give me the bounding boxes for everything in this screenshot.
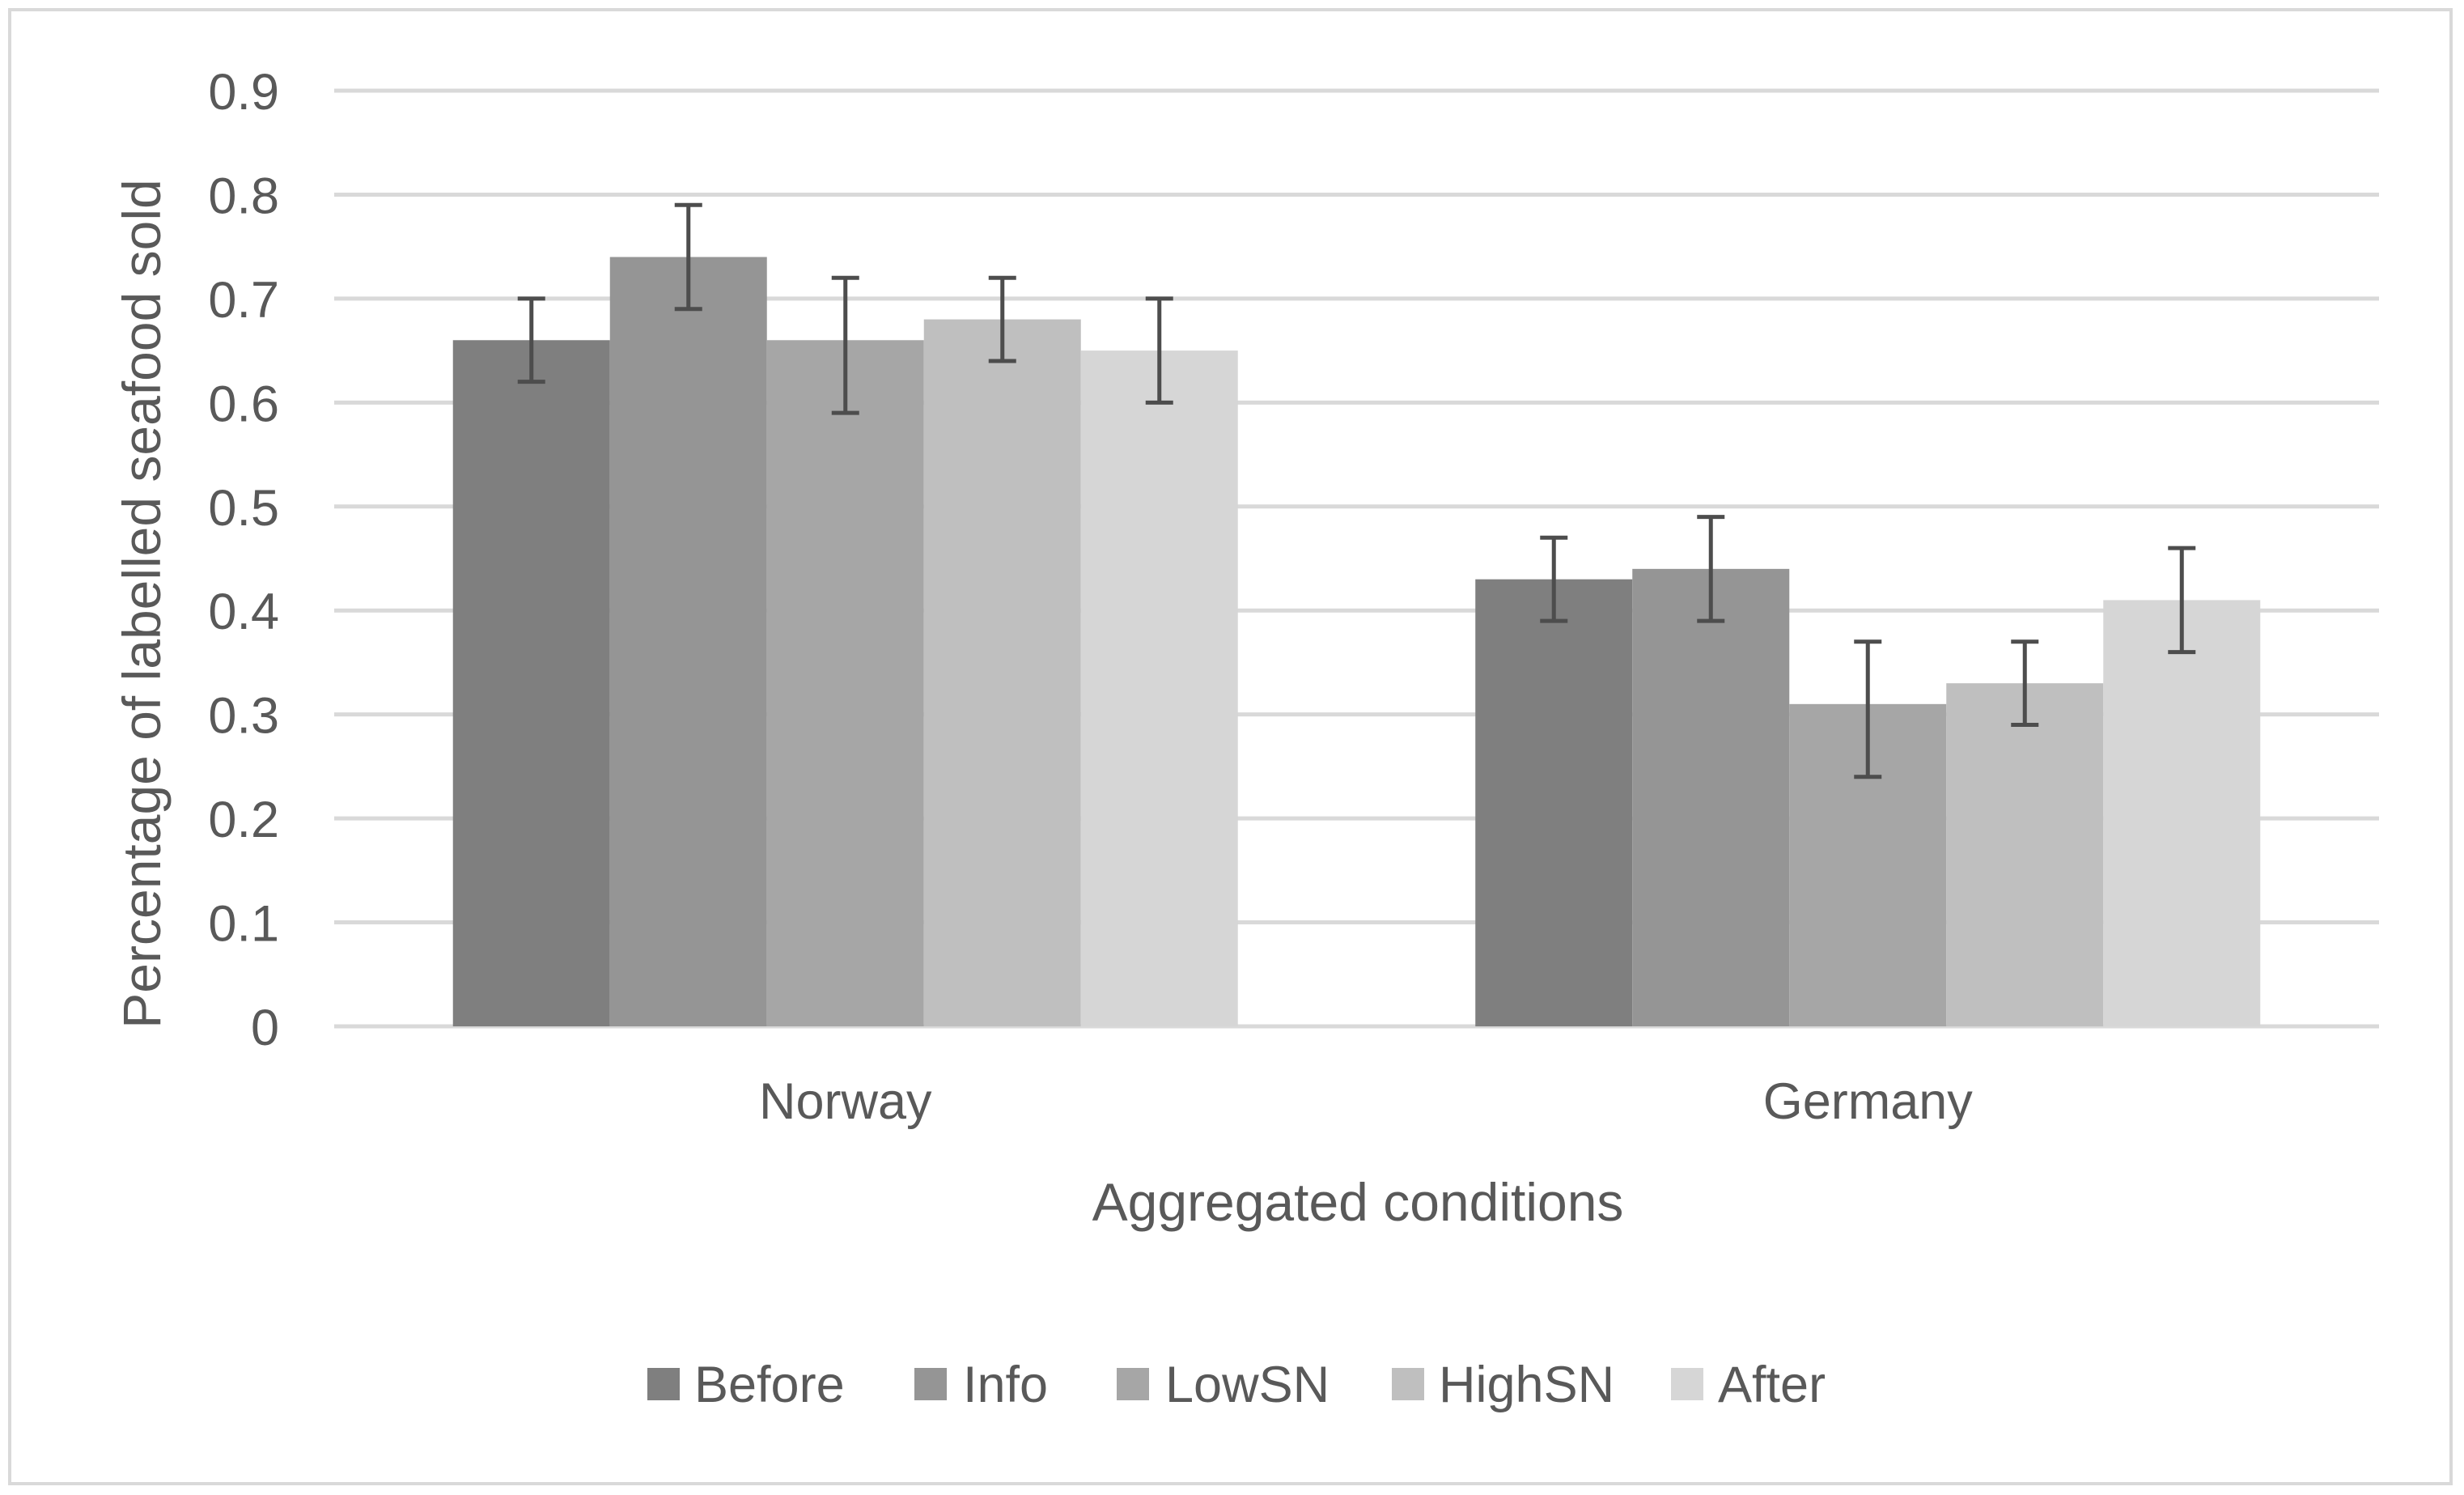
x-axis-categories: Norway Germany xyxy=(759,1073,1973,1130)
legend-label: Info xyxy=(963,1357,1048,1413)
y-tick-label: 0.7 xyxy=(208,272,279,329)
y-axis-title: Percentage of labelled seafood sold xyxy=(112,179,172,1028)
error-bar-info-norway xyxy=(674,202,702,312)
y-tick-label: 0.3 xyxy=(208,688,279,745)
error-bar-highsn-norway xyxy=(988,275,1016,363)
legend-swatch xyxy=(1671,1368,1703,1400)
bar-before-germany xyxy=(1475,579,1633,1026)
legend-item-highsn: HighSN xyxy=(1392,1357,1614,1413)
y-tick-label: 0.8 xyxy=(208,168,279,224)
bar-lowsn-norway xyxy=(766,340,924,1026)
x-axis-title: Aggregated conditions xyxy=(1092,1172,1624,1232)
bar-after-germany xyxy=(2103,600,2261,1026)
legend-swatch xyxy=(647,1368,680,1400)
bar-info-norway xyxy=(609,257,767,1026)
y-tick-label: 0.2 xyxy=(208,792,279,848)
y-axis-ticks: 0 0.1 0.2 0.3 0.4 0.5 0.6 0.7 0.8 0.9 xyxy=(208,64,279,1056)
y-tick-label: 0.1 xyxy=(208,896,279,953)
error-bar-before-germany xyxy=(1540,535,1568,623)
error-bar-lowsn-germany xyxy=(1854,639,1882,779)
y-tick-label: 0.9 xyxy=(208,64,279,121)
error-bars xyxy=(517,202,2196,779)
legend-swatch xyxy=(1117,1368,1149,1400)
legend-item-after: After xyxy=(1671,1357,1826,1413)
error-bar-lowsn-norway xyxy=(831,275,859,415)
legend-item-lowsn: LowSN xyxy=(1117,1357,1330,1413)
x-category-label: Germany xyxy=(1763,1073,1974,1130)
error-bar-after-norway xyxy=(1145,296,1173,405)
legend-label: HighSN xyxy=(1439,1357,1614,1413)
bar-before-norway xyxy=(452,340,610,1026)
bar-after-norway xyxy=(1080,350,1238,1027)
legend-swatch xyxy=(914,1368,947,1400)
legend-item-info: Info xyxy=(914,1357,1048,1413)
error-bar-after-germany xyxy=(2168,546,2196,655)
error-bar-info-germany xyxy=(1697,515,1725,623)
bar-highsn-germany xyxy=(1946,683,2104,1026)
legend-label: After xyxy=(1718,1357,1826,1413)
y-tick-label: 0.6 xyxy=(208,376,279,432)
bars xyxy=(452,257,2261,1027)
y-tick-label: 0.5 xyxy=(208,480,279,537)
y-tick-label: 0.4 xyxy=(208,584,279,640)
x-category-label: Norway xyxy=(759,1073,932,1130)
legend-swatch xyxy=(1392,1368,1424,1400)
y-tick-label: 0 xyxy=(251,1000,279,1056)
bar-highsn-norway xyxy=(923,319,1081,1027)
error-bar-highsn-germany xyxy=(2011,639,2039,728)
bar-info-germany xyxy=(1632,568,1790,1026)
legend-label: Before xyxy=(694,1357,845,1413)
legend-label: LowSN xyxy=(1165,1357,1330,1413)
legend-item-before: Before xyxy=(647,1357,845,1413)
error-bar-before-norway xyxy=(517,296,545,384)
legend: Before Info LowSN HighSN After xyxy=(647,1357,1826,1413)
